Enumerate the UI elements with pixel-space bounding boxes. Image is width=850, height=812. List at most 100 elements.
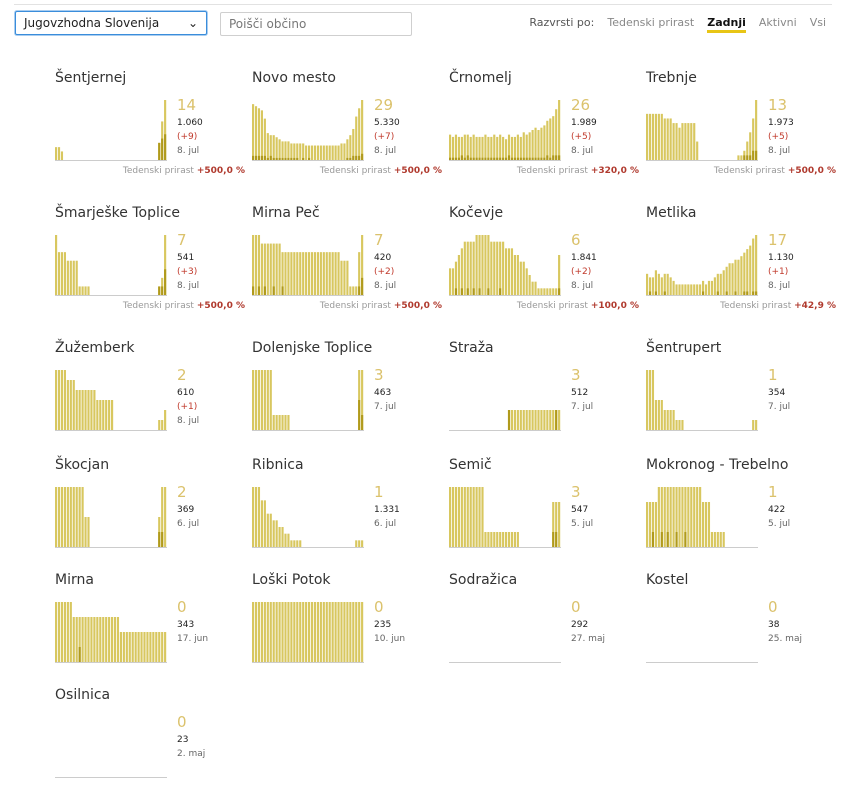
weekly-growth-label: Tedenski prirast: [516, 166, 591, 176]
active-cases-bar: [755, 100, 758, 160]
weekly-growth: Tedenski prirast +500,0 %: [123, 166, 245, 176]
active-cases-bar: [352, 602, 355, 662]
new-cases-bar: [484, 157, 487, 160]
active-cases-bar: [752, 238, 755, 295]
active-cases-bar: [358, 108, 361, 160]
new-cases-bar: [290, 157, 293, 160]
active-cases-bar: [334, 602, 337, 662]
municipality-chart: [252, 370, 364, 431]
active-cases-bar: [63, 252, 66, 295]
active-cases-bar: [164, 410, 167, 430]
sort-option-weekly-growth[interactable]: Tedenski prirast: [607, 16, 695, 29]
sort-option-active[interactable]: Aktivni: [758, 16, 797, 29]
active-cases-bar: [513, 410, 516, 430]
sort-option-all[interactable]: Vsi: [809, 16, 826, 29]
active-cases-bar: [322, 252, 325, 295]
new-cases-bar: [493, 157, 496, 160]
active-cases-bar: [275, 415, 278, 430]
search-input[interactable]: [220, 12, 412, 36]
weekly-growth-value: +500,0 %: [393, 166, 442, 176]
active-cases-bar: [161, 420, 164, 430]
active-cases-bar: [87, 286, 90, 295]
active-cases-bar: [66, 602, 69, 662]
active-cases-bar: [728, 263, 731, 295]
active-cases-bar: [657, 113, 660, 160]
total-count: 541: [177, 253, 195, 263]
active-cases-bar: [505, 139, 508, 160]
active-cases-bar: [502, 532, 505, 547]
active-cases-bar: [707, 280, 711, 295]
active-cases-bar: [254, 106, 258, 160]
new-cases-bar: [507, 410, 511, 430]
weekly-growth-value: +500,0 %: [196, 301, 245, 311]
municipality-chart: [449, 100, 561, 161]
last-date: 6. jul: [374, 519, 397, 529]
new-cases-bar: [528, 157, 531, 160]
municipality-name: Šentrupert: [646, 340, 722, 356]
new-cases-bar: [358, 286, 361, 295]
municipality-card: Loški Potok 0 235 10. jun: [252, 572, 442, 697]
active-cases-bar: [340, 143, 343, 160]
active-cases-bar: [546, 120, 549, 160]
municipality-chart: [449, 487, 561, 548]
sort-option-latest[interactable]: Zadnji: [707, 16, 746, 33]
active-cases-bar: [361, 235, 364, 295]
weekly-growth-label: Tedenski prirast: [122, 301, 197, 311]
active-cases-bar: [78, 390, 81, 430]
active-cases-bar: [278, 139, 281, 160]
stats-column: 0 292 27. maj: [571, 599, 605, 646]
active-cases-bar: [702, 502, 705, 547]
active-cases-bar: [272, 602, 275, 662]
active-count: 3: [571, 483, 581, 501]
new-cases-bar: [755, 150, 758, 160]
active-cases-bar: [516, 255, 519, 295]
new-cases-bar: [478, 288, 481, 295]
active-cases-bar: [325, 602, 328, 662]
delta-count: (+7): [374, 132, 395, 142]
active-cases-bar: [158, 420, 161, 430]
active-cases-bar: [140, 632, 143, 662]
municipality-chart: [55, 602, 167, 663]
active-cases-bar: [681, 420, 684, 430]
region-select[interactable]: Jugovzhodna Slovenija ⌄: [15, 11, 207, 35]
new-cases-bar: [475, 157, 478, 160]
total-count: 420: [374, 253, 392, 263]
new-cases-bar: [537, 157, 540, 160]
active-cases-bar: [302, 602, 305, 662]
new-cases-bar: [648, 291, 652, 295]
active-cases-bar: [475, 235, 478, 295]
active-count: 0: [571, 598, 581, 616]
active-cases-bar: [719, 532, 722, 547]
active-cases-bar: [143, 632, 146, 662]
new-cases-bar: [516, 157, 519, 160]
municipality-name: Novo mesto: [252, 70, 336, 86]
active-cases-bar: [99, 400, 102, 430]
active-cases-bar: [284, 141, 287, 160]
active-cases-bar: [681, 284, 684, 295]
active-cases-bar: [499, 532, 502, 547]
active-cases-bar: [487, 136, 490, 160]
municipality-name: Škocjan: [55, 457, 110, 473]
active-cases-bar: [96, 617, 99, 662]
sort-bar: Razvrsti po: Tedenski prirast Zadnji Akt…: [529, 16, 826, 33]
delta-count: (+1): [768, 267, 789, 277]
active-cases-bar: [358, 540, 361, 547]
active-cases-bar: [737, 259, 740, 295]
active-cases-bar: [669, 277, 672, 295]
weekly-growth-value: +500,0 %: [393, 301, 442, 311]
active-cases-bar: [654, 113, 657, 160]
new-cases-bar: [257, 286, 261, 295]
active-cases-bar: [122, 632, 125, 662]
active-cases-bar: [481, 487, 484, 547]
active-cases-bar: [657, 273, 660, 295]
active-cases-bar: [55, 235, 58, 295]
active-cases-bar: [654, 270, 657, 295]
active-cases-bar: [260, 243, 263, 295]
active-cases-bar: [146, 632, 149, 662]
stats-column: 2 369 6. jul: [177, 484, 199, 531]
active-cases-bar: [646, 502, 649, 547]
stats-column: 13 1.973 (+5) 8. jul: [768, 97, 794, 158]
active-cases-bar: [660, 400, 663, 430]
active-cases-bar: [90, 617, 93, 662]
active-cases-bar: [543, 125, 546, 160]
